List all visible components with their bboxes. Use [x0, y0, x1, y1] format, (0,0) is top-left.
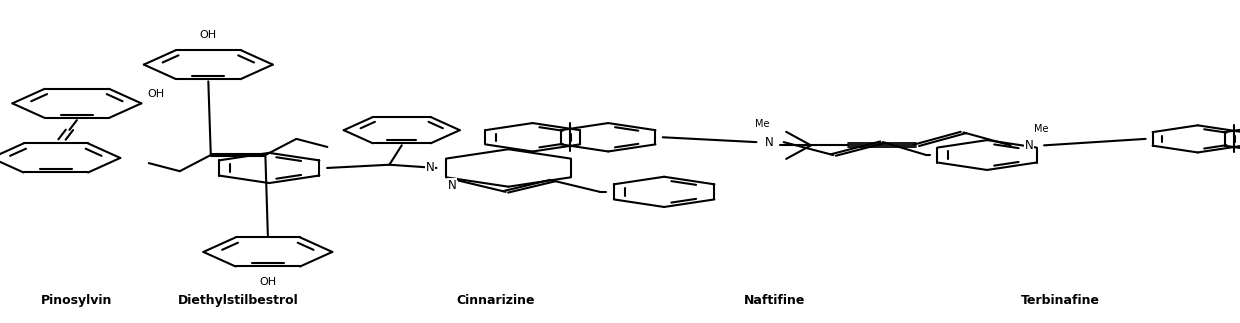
Text: N: N [764, 136, 774, 149]
Text: N: N [425, 162, 435, 174]
Text: OH: OH [148, 89, 165, 99]
Text: Cinnarizine: Cinnarizine [456, 294, 536, 307]
Text: OH: OH [259, 277, 277, 287]
Text: Pinosylvin: Pinosylvin [41, 294, 113, 307]
Text: N: N [1024, 139, 1034, 152]
Text: Terbinafine: Terbinafine [1021, 294, 1100, 307]
Text: N: N [448, 179, 456, 192]
Text: Diethylstilbestrol: Diethylstilbestrol [177, 294, 299, 307]
Text: OH: OH [200, 30, 217, 40]
Text: Me: Me [755, 120, 770, 129]
Text: Naftifine: Naftifine [744, 294, 806, 307]
Text: Me: Me [1034, 124, 1049, 133]
